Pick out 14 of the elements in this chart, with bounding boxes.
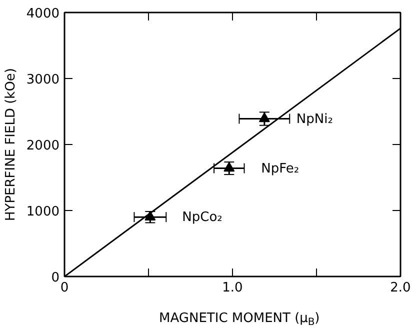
annotation: NpCo₂ (182, 210, 222, 226)
y-tick-label: 0 (51, 270, 60, 286)
y-axis-title: HYPERFINE FIELD (kOe) (3, 68, 18, 221)
y-tick-label: 1000 (26, 204, 60, 220)
x-tick-label: 1.0 (222, 280, 243, 296)
point (258, 112, 270, 122)
point (224, 162, 235, 172)
y-tick-label: 3000 (26, 72, 60, 88)
y-tick-label: 2000 (26, 138, 60, 154)
annotation: NpFe₂ (261, 161, 300, 176)
y-tick-label: 4000 (26, 6, 60, 22)
point (144, 210, 156, 220)
x-tick-label: 2.0 (390, 280, 411, 296)
annotation: NpNi₂ (296, 112, 333, 127)
